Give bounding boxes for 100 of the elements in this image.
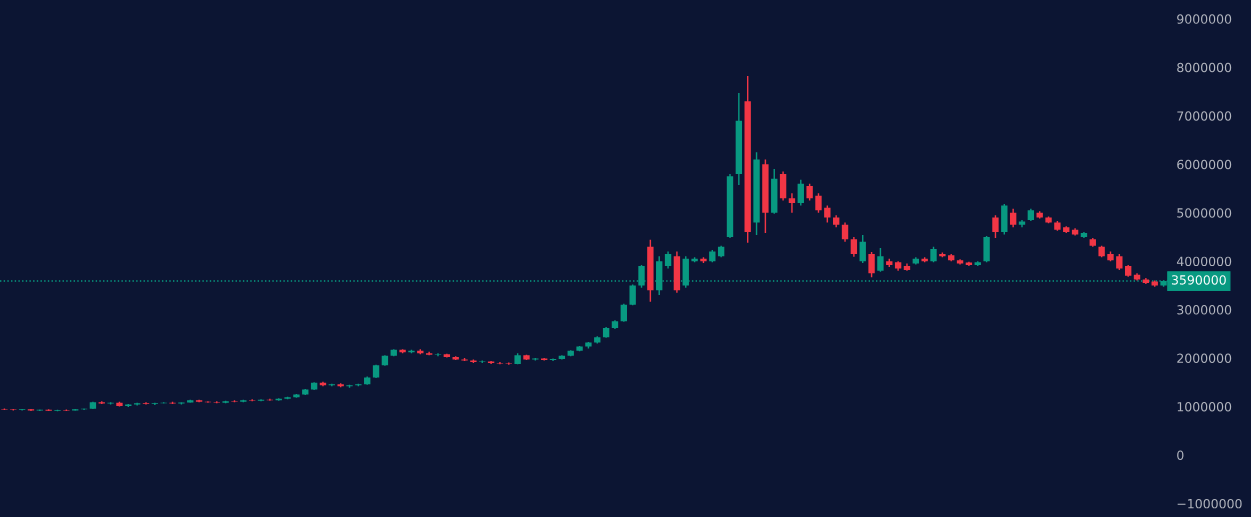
- y-tick-label: 5000000: [1177, 208, 1232, 218]
- candlestick: [912, 257, 919, 265]
- candlestick: [558, 355, 566, 360]
- candlestick: [833, 215, 840, 228]
- candlestick: [98, 401, 105, 405]
- candlestick: [452, 356, 459, 361]
- candlestick: [231, 400, 238, 403]
- candlestick: [886, 258, 893, 267]
- y-tick-label: 7000000: [1177, 111, 1232, 121]
- y-tick-label: 6000000: [1177, 159, 1232, 170]
- candlestick: [576, 345, 583, 352]
- candlestick: [169, 401, 176, 405]
- candlestick: [868, 251, 875, 278]
- candlestick: [54, 409, 61, 412]
- candlestick: [1063, 226, 1070, 234]
- candlestick: [195, 399, 203, 403]
- candlestick: [116, 401, 123, 407]
- candlestick: [1027, 208, 1035, 221]
- candlestick: [514, 353, 521, 365]
- candlestick: [310, 382, 318, 391]
- candlestick: [841, 222, 849, 242]
- candlestick: [1142, 278, 1150, 284]
- candlestick: [381, 355, 389, 366]
- candlestick: [1125, 265, 1132, 277]
- candlestick: [399, 349, 406, 354]
- y-tick-label: −1000000: [1177, 498, 1242, 509]
- candlestick: [257, 399, 265, 402]
- y-tick-label: 3000000: [1177, 305, 1232, 315]
- candlestick: [664, 251, 672, 269]
- candlestick: [1089, 237, 1096, 247]
- candlestick: [620, 303, 627, 322]
- candlestick: [355, 383, 362, 387]
- candlestick: [744, 76, 751, 243]
- candlestick: [487, 360, 495, 364]
- candlestick: [788, 193, 796, 213]
- candlestick: [523, 354, 530, 361]
- candlestick: [762, 159, 769, 234]
- candlestick: [133, 402, 141, 406]
- candlestick: [717, 245, 725, 258]
- candlestick: [364, 376, 371, 385]
- y-tick-label: 2000000: [1177, 353, 1232, 363]
- candlestick: [806, 183, 813, 201]
- candlestick: [549, 358, 557, 361]
- y-tick-label: 4000000: [1176, 256, 1232, 267]
- candlestick: [240, 399, 247, 403]
- candlestick: [1001, 203, 1008, 235]
- candlestick: [709, 250, 716, 263]
- candlestick: [877, 248, 884, 272]
- candlestick: [903, 263, 911, 271]
- candlestick: [443, 353, 451, 358]
- candlestick: [771, 169, 778, 214]
- candlestick: [505, 362, 512, 365]
- candlestick: [1071, 228, 1079, 236]
- candlestick: [1133, 273, 1141, 281]
- candlestick: [372, 364, 380, 378]
- candlestick: [983, 235, 990, 263]
- candlestick: [434, 353, 442, 357]
- y-tick-label: 0: [1177, 450, 1184, 460]
- y-tick-label: 9000000: [1177, 14, 1232, 24]
- candlestick: [1018, 219, 1026, 228]
- candlestick: [470, 359, 477, 363]
- candlestick: [992, 215, 999, 238]
- candlestick: [1036, 211, 1043, 219]
- candlestick: [142, 402, 150, 405]
- candlestick: [894, 261, 902, 271]
- candlestick: [1080, 232, 1088, 238]
- candlestick: [328, 383, 335, 387]
- ref-line-label: 3590000: [1171, 275, 1226, 285]
- candlestick: [222, 400, 229, 404]
- y-tick-label: 8000000: [1177, 62, 1232, 73]
- candlestick: [930, 246, 937, 263]
- candlestick: [974, 261, 981, 267]
- candlestick: [1098, 245, 1105, 258]
- candlestick: [567, 350, 574, 357]
- candlestick: [532, 358, 539, 361]
- candlestick: [594, 336, 601, 344]
- candlestick: [779, 171, 787, 201]
- candlestick: [425, 351, 433, 356]
- candlestick: [284, 396, 291, 400]
- candlestick: [151, 402, 159, 406]
- candlestick: [293, 393, 300, 398]
- candlestick: [1107, 251, 1114, 262]
- candlestick: [10, 408, 17, 411]
- candlestick: [1116, 253, 1123, 270]
- candlestick: [948, 253, 955, 262]
- candlestick: [1054, 220, 1061, 231]
- candlestick: [249, 399, 256, 402]
- candlestick: [956, 259, 964, 265]
- y-tick-label: 1000000: [1177, 402, 1232, 412]
- candlestick: [850, 236, 858, 257]
- candlestick: [859, 235, 866, 264]
- candlestick: [346, 384, 353, 388]
- candlestick: [611, 320, 619, 329]
- candlestick: [753, 152, 760, 235]
- candlestick: [107, 402, 114, 405]
- candlestick: [1009, 208, 1017, 228]
- candlestick: [797, 179, 804, 206]
- candlestick: [824, 205, 831, 223]
- candlestick: [337, 383, 344, 388]
- candlestick: [479, 360, 486, 363]
